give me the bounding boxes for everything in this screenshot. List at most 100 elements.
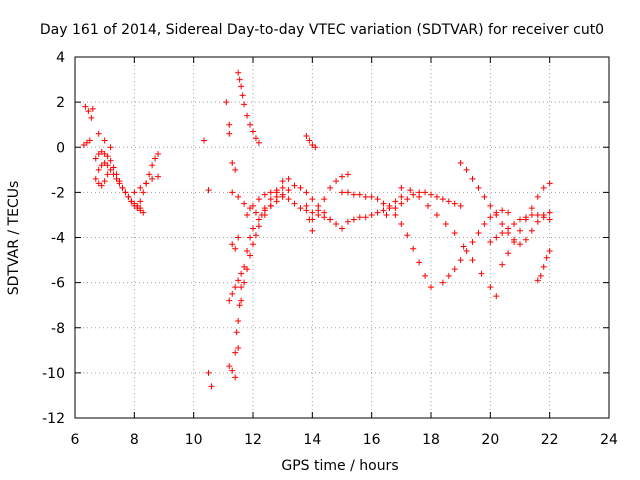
data-point bbox=[241, 279, 248, 286]
data-point bbox=[433, 193, 440, 200]
data-point bbox=[422, 189, 429, 196]
data-point bbox=[410, 191, 417, 198]
data-point bbox=[428, 284, 434, 291]
data-point bbox=[104, 171, 111, 178]
data-point bbox=[229, 290, 236, 297]
data-point bbox=[273, 189, 280, 196]
x-tick-label: 14 bbox=[303, 432, 321, 448]
data-point bbox=[339, 225, 345, 232]
data-point bbox=[232, 166, 239, 173]
series-arc-30 bbox=[499, 180, 553, 268]
data-point bbox=[95, 130, 102, 137]
data-point bbox=[261, 207, 268, 214]
y-axis-title: SDTVAR / TECUs bbox=[6, 181, 22, 296]
data-point bbox=[255, 216, 262, 223]
data-point bbox=[226, 297, 233, 304]
data-point bbox=[386, 205, 393, 212]
data-point bbox=[101, 178, 108, 185]
data-point bbox=[487, 202, 494, 209]
data-point bbox=[463, 248, 470, 255]
data-point bbox=[205, 369, 212, 376]
data-point bbox=[546, 248, 553, 255]
data-point bbox=[528, 211, 535, 218]
data-point bbox=[344, 171, 351, 178]
data-point bbox=[235, 277, 242, 284]
data-point bbox=[229, 160, 236, 167]
data-point bbox=[119, 184, 126, 191]
data-point bbox=[137, 205, 144, 212]
data-point bbox=[368, 193, 375, 200]
x-tick-label: 20 bbox=[481, 432, 499, 448]
data-point bbox=[505, 250, 512, 257]
data-point bbox=[238, 83, 245, 90]
data-point bbox=[297, 184, 304, 191]
data-point bbox=[493, 211, 500, 218]
data-point bbox=[428, 191, 434, 198]
data-point bbox=[238, 270, 245, 277]
data-point bbox=[261, 191, 268, 198]
data-point bbox=[475, 184, 482, 191]
data-point bbox=[478, 270, 485, 277]
x-tick-label: 18 bbox=[422, 432, 440, 448]
data-point bbox=[250, 241, 256, 248]
grid-lines bbox=[75, 57, 609, 418]
data-point bbox=[250, 128, 256, 135]
series-arc-5 bbox=[92, 171, 111, 189]
data-point bbox=[350, 216, 357, 223]
data-point bbox=[398, 220, 405, 227]
data-point bbox=[511, 239, 518, 246]
data-point bbox=[229, 189, 236, 196]
data-point bbox=[140, 189, 147, 196]
data-point bbox=[143, 180, 150, 187]
axes bbox=[74, 56, 610, 419]
data-point bbox=[235, 69, 242, 76]
data-point bbox=[457, 202, 464, 209]
chart-title: Day 161 of 2014, Sidereal Day-to-day VTE… bbox=[40, 22, 604, 38]
data-point bbox=[546, 216, 553, 223]
data-point bbox=[137, 184, 144, 191]
series-arc-31 bbox=[534, 248, 553, 284]
series-arc-25 bbox=[383, 189, 464, 218]
series-arc-12 bbox=[229, 234, 242, 252]
data-point bbox=[356, 214, 363, 221]
data-point bbox=[309, 216, 316, 223]
data-series bbox=[80, 69, 553, 390]
y-tick-label: -12 bbox=[42, 411, 65, 427]
data-point bbox=[499, 207, 506, 214]
data-point bbox=[537, 272, 544, 279]
plot-frame bbox=[74, 56, 610, 419]
data-point bbox=[499, 229, 506, 236]
data-point bbox=[339, 189, 345, 196]
data-point bbox=[86, 137, 93, 144]
series-arc-11 bbox=[226, 345, 242, 381]
x-tick-label: 8 bbox=[130, 432, 139, 448]
x-tick-label: 24 bbox=[600, 432, 618, 448]
data-point bbox=[208, 383, 215, 390]
data-point bbox=[252, 135, 259, 142]
data-point bbox=[534, 218, 541, 225]
data-point bbox=[140, 209, 147, 216]
data-point bbox=[223, 99, 230, 106]
data-point bbox=[255, 223, 262, 230]
data-point bbox=[374, 209, 381, 216]
data-point bbox=[232, 245, 239, 252]
data-point bbox=[517, 241, 523, 248]
data-point bbox=[543, 254, 550, 261]
data-point bbox=[232, 374, 239, 381]
x-tick-label: 16 bbox=[363, 432, 381, 448]
data-point bbox=[226, 363, 233, 370]
data-point bbox=[236, 302, 243, 309]
data-point bbox=[235, 317, 242, 324]
data-point bbox=[457, 160, 464, 167]
data-point bbox=[236, 76, 243, 83]
y-tick-label: 0 bbox=[56, 140, 65, 156]
y-tick-label: -6 bbox=[51, 276, 65, 292]
data-point bbox=[398, 200, 405, 207]
data-point bbox=[110, 171, 117, 178]
data-point bbox=[481, 193, 488, 200]
data-point bbox=[487, 214, 494, 221]
data-point bbox=[122, 189, 129, 196]
data-point bbox=[499, 220, 506, 227]
